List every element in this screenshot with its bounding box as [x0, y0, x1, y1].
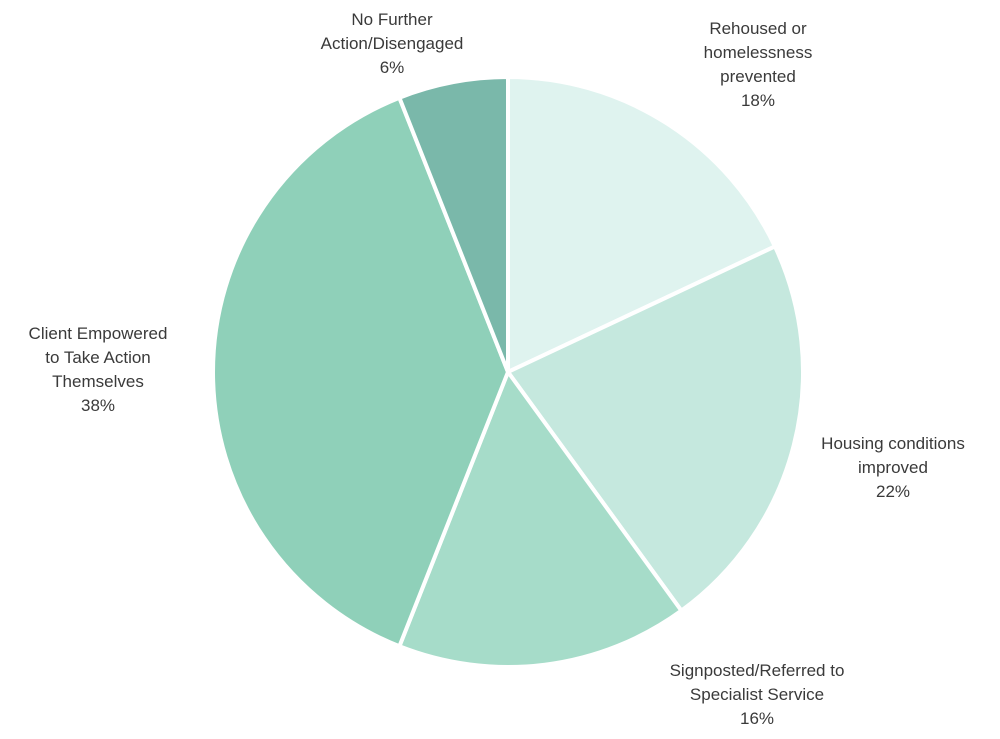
slice-label-line: Specialist Service [689, 685, 825, 704]
slice-label-line: Housing conditions [821, 434, 965, 453]
pie-slice-2 [397, 370, 684, 669]
slice-label-line: Rehoused or [709, 19, 807, 38]
slice-label-housing-conditions: Housing conditions improved 22% [821, 432, 965, 504]
pie-slices [211, 75, 805, 669]
slice-label-line: homelessness [703, 43, 813, 62]
slice-label-line: Signposted/Referred to [669, 661, 845, 680]
slice-label-line: to Take Action [45, 348, 151, 367]
slice-label-signposted: Signposted/Referred to Specialist Servic… [670, 659, 845, 731]
slice-label-line: No Further [351, 10, 433, 29]
slice-percent: 18% [740, 91, 776, 110]
pie-slice-0 [506, 75, 777, 374]
slice-label-rehoused: Rehoused or homelessness prevented 18% [704, 17, 813, 113]
pie-slice-1 [506, 244, 805, 613]
slice-label-line: Action/Disengaged [320, 34, 464, 53]
slice-label-line: Themselves [52, 372, 144, 391]
slice-percent: 22% [875, 482, 911, 501]
slice-label-line: prevented [720, 67, 796, 86]
slice-label-no-further-action: No Further Action/Disengaged 6% [321, 8, 464, 80]
pie-slice-4 [397, 75, 510, 374]
slice-label-client-empowered: Client Empowered to Take Action Themselv… [29, 322, 168, 418]
pie-slice-3 [211, 95, 510, 649]
slice-percent: 38% [80, 396, 116, 415]
slice-label-line: Client Empowered [28, 324, 168, 343]
slice-percent: 6% [379, 58, 405, 77]
slice-label-line: improved [858, 458, 928, 477]
slice-percent: 16% [739, 709, 775, 728]
